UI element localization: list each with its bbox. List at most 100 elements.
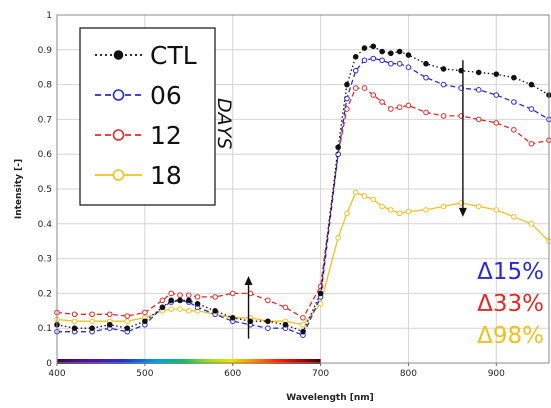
- y-tick-label: 0.4: [38, 220, 53, 230]
- delta-annotation: Δ98%: [477, 323, 544, 349]
- data-point: [493, 92, 500, 98]
- data-point: [212, 308, 218, 314]
- data-point: [300, 314, 306, 321]
- arrow-head-up: [244, 276, 253, 285]
- x-tick-label: 800: [400, 369, 417, 379]
- data-point: [370, 196, 377, 203]
- data-point: [300, 328, 306, 335]
- data-point: [493, 71, 500, 77]
- spectrum-bar: [57, 359, 321, 364]
- legend-label-12: 12: [150, 121, 182, 150]
- data-point: [185, 308, 192, 314]
- data-point: [282, 321, 289, 328]
- data-point: [405, 102, 412, 109]
- data-point: [475, 203, 482, 210]
- data-point: [344, 106, 350, 112]
- data-point: [361, 45, 368, 51]
- data-point: [124, 318, 131, 325]
- plot-frame: [56, 14, 550, 364]
- data-point: [511, 214, 517, 220]
- data-point: [396, 104, 403, 111]
- data-point: [106, 311, 113, 318]
- data-point: [528, 221, 535, 227]
- data-point: [168, 297, 175, 304]
- annotations: Δ15% Δ33% Δ98%: [477, 259, 544, 349]
- arrow-head-down: [458, 207, 467, 217]
- data-point: [440, 81, 447, 88]
- y-tick-label: 0.8: [38, 81, 53, 91]
- data-point: [405, 52, 412, 58]
- data-point: [177, 306, 183, 312]
- legend-marker-06: [112, 89, 125, 101]
- series-layer: [54, 43, 551, 338]
- data-point: [317, 301, 324, 307]
- data-point: [142, 318, 148, 325]
- data-point: [440, 66, 447, 72]
- data-point: [528, 140, 535, 147]
- legend-marker-12: [112, 129, 125, 141]
- axes: 0 0.1 0.2 0.3 0.4 0.5 0.6 0.7 0.8 0.9 1 400 500 600 70…: [38, 11, 550, 379]
- legend-label-06: 06: [150, 81, 182, 110]
- data-point: [396, 210, 403, 217]
- y-tick-label: 0.1: [38, 324, 52, 334]
- y-tick-label: 0.3: [38, 255, 52, 265]
- data-point: [361, 57, 368, 64]
- data-point: [423, 207, 429, 213]
- data-point: [335, 144, 341, 151]
- data-point: [528, 81, 535, 88]
- data-point: [177, 292, 183, 298]
- y-tick-label: 1: [46, 11, 52, 21]
- x-tick-label: 900: [488, 369, 505, 379]
- data-point: [89, 325, 95, 332]
- data-point: [265, 297, 271, 304]
- data-point: [124, 313, 131, 319]
- data-point: [124, 325, 131, 332]
- data-point: [396, 60, 403, 67]
- data-point: [317, 290, 324, 297]
- data-point: [71, 325, 78, 332]
- legend-items: CTL 06 12 18: [95, 41, 197, 190]
- data-point: [352, 67, 359, 74]
- data-point: [159, 297, 166, 304]
- legend: CTL 06 12 18 DAYS: [79, 27, 235, 206]
- data-point: [177, 297, 183, 304]
- data-point: [405, 64, 412, 70]
- data-point: [440, 203, 447, 210]
- y-tick-label: 0.2: [38, 289, 52, 299]
- data-point: [370, 43, 377, 50]
- data-point: [379, 203, 385, 210]
- data-point: [370, 92, 377, 98]
- data-point: [344, 210, 350, 217]
- data-point: [423, 60, 429, 67]
- data-point: [71, 318, 78, 325]
- data-point: [423, 74, 429, 81]
- data-point: [370, 55, 377, 62]
- data-point: [229, 290, 236, 297]
- x-tick-label: 500: [136, 369, 153, 379]
- data-point: [396, 48, 403, 55]
- data-point: [344, 81, 350, 88]
- data-point: [388, 207, 394, 213]
- data-point: [388, 50, 394, 57]
- legend-box: [79, 27, 216, 206]
- data-point: [493, 120, 500, 126]
- data-point: [475, 87, 482, 93]
- series-line-CTL: [56, 45, 550, 333]
- data-point: [379, 99, 385, 105]
- y-tick-label: 0.9: [38, 46, 53, 56]
- series-12: [54, 85, 551, 321]
- delta-annotation: Δ15%: [477, 259, 544, 285]
- legend-label-CTL: CTL: [150, 41, 197, 70]
- y-tick-label: 0.7: [38, 115, 52, 125]
- data-point: [265, 318, 271, 325]
- data-point: [361, 193, 368, 199]
- data-point: [352, 189, 359, 196]
- delta-annotation: Δ33%: [477, 291, 544, 317]
- data-point: [335, 234, 341, 241]
- data-point: [265, 325, 271, 332]
- data-point: [282, 304, 289, 311]
- data-point: [423, 109, 429, 116]
- data-point: [106, 321, 113, 328]
- data-point: [379, 48, 385, 55]
